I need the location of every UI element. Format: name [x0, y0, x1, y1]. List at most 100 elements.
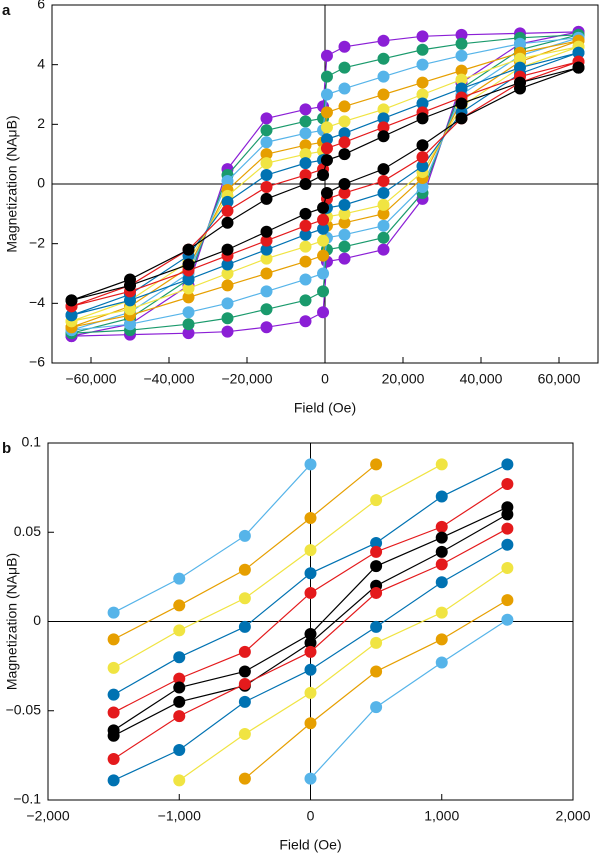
x-axis-label: Field (Oe)	[279, 837, 341, 853]
data-point	[221, 175, 234, 188]
data-point	[501, 478, 514, 491]
data-point	[317, 285, 330, 298]
data-point	[435, 606, 448, 619]
data-point	[124, 279, 136, 292]
y-axis-label: Magnetization (NAμB)	[4, 553, 20, 690]
data-point	[455, 73, 468, 86]
data-point	[338, 127, 351, 140]
data-point	[221, 216, 234, 229]
data-point	[514, 82, 526, 95]
data-point	[260, 192, 273, 205]
x-tick-label: −60,000	[66, 371, 117, 387]
data-point	[299, 148, 312, 161]
data-point	[370, 701, 383, 714]
data-point	[455, 112, 468, 125]
data-point	[338, 82, 351, 95]
y-tick-label: 4	[37, 55, 45, 71]
data-point	[320, 70, 333, 83]
data-point	[501, 594, 514, 607]
data-point	[377, 231, 390, 244]
data-point	[238, 563, 251, 576]
data-point	[320, 106, 333, 119]
data-point	[416, 88, 429, 101]
data-point	[370, 545, 383, 558]
data-point	[260, 180, 273, 193]
data-point	[572, 61, 585, 74]
data-point	[435, 531, 448, 544]
data-point	[320, 186, 333, 199]
data-point	[221, 312, 234, 325]
data-point	[173, 672, 186, 685]
panel-label: a	[2, 2, 11, 19]
y-tick-label: 6	[37, 0, 45, 12]
data-point	[320, 142, 333, 155]
data-point	[260, 124, 273, 137]
y-tick-label: −2	[29, 234, 45, 250]
data-point	[221, 258, 234, 271]
data-point	[260, 112, 273, 125]
x-tick-label: 40,000	[460, 371, 503, 387]
data-point	[260, 157, 273, 170]
data-point	[221, 279, 234, 292]
data-point	[317, 249, 330, 262]
data-point	[317, 234, 330, 247]
data-point	[320, 121, 333, 134]
data-point	[377, 34, 390, 47]
data-point	[304, 567, 317, 580]
data-point	[299, 294, 312, 307]
data-point	[317, 169, 330, 182]
data-point	[416, 97, 429, 110]
data-point	[572, 46, 585, 59]
data-point	[338, 252, 351, 265]
data-point	[238, 592, 251, 605]
data-point	[377, 70, 390, 83]
data-point	[455, 37, 468, 50]
data-point	[65, 309, 78, 322]
data-point	[317, 222, 330, 235]
x-tick-label: 20,000	[382, 371, 425, 387]
data-point	[107, 606, 120, 619]
data-point	[370, 620, 383, 633]
data-point	[173, 624, 186, 637]
data-point	[260, 169, 273, 182]
data-point	[260, 243, 273, 256]
data-point	[501, 561, 514, 574]
data-point	[338, 115, 351, 128]
data-point	[338, 136, 351, 149]
data-point	[370, 586, 383, 599]
x-axis-label: Field (Oe)	[294, 400, 356, 416]
data-point	[455, 64, 468, 77]
series-line	[113, 463, 443, 669]
data-point	[299, 127, 312, 140]
data-point	[173, 681, 186, 694]
data-point	[320, 133, 333, 146]
data-point	[304, 717, 317, 730]
plot-area	[107, 458, 514, 787]
data-point	[182, 273, 195, 286]
data-point	[260, 136, 273, 149]
data-point	[299, 178, 312, 190]
data-point	[260, 225, 273, 238]
data-point	[238, 695, 251, 708]
data-point	[370, 458, 383, 471]
x-tick-label: 0	[307, 808, 315, 824]
data-point	[317, 213, 330, 226]
data-point	[377, 121, 390, 134]
data-point	[238, 665, 251, 678]
series-line	[113, 463, 377, 640]
data-point	[304, 511, 317, 524]
data-point	[221, 195, 234, 208]
data-point	[260, 267, 273, 280]
plot-area	[65, 25, 585, 343]
data-point	[320, 88, 333, 101]
data-point	[173, 599, 186, 612]
data-point	[338, 40, 351, 53]
y-tick-label: 0.1	[22, 434, 42, 450]
data-point	[416, 43, 429, 56]
data-point	[370, 494, 383, 507]
x-tick-label: 0	[321, 371, 329, 387]
data-point	[304, 645, 317, 658]
data-point	[107, 633, 120, 646]
data-point	[501, 458, 514, 471]
